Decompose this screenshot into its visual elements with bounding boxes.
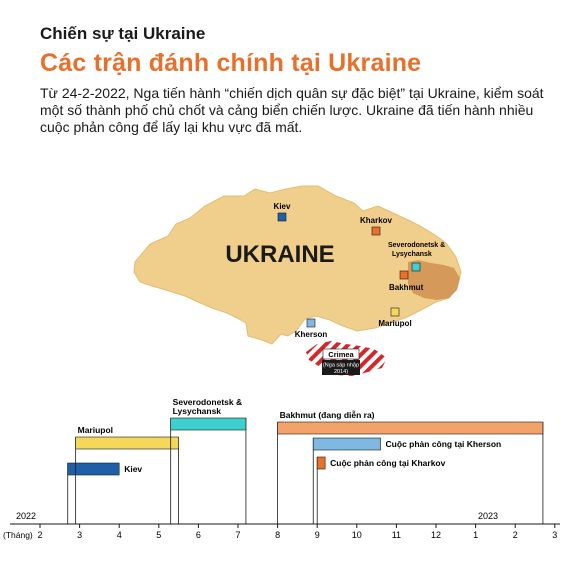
year-start-label: 2022 xyxy=(16,511,36,521)
crimea-note-line2: 2014) xyxy=(334,369,348,375)
severodonetsk-label: Severodonetsk & xyxy=(388,242,445,249)
mariupol-label: Mariupol xyxy=(378,319,411,328)
event-label: Lysychansk xyxy=(173,406,222,416)
event-label: Bakhmut (đang diễn ra) xyxy=(280,410,375,420)
year-end-label: 2023 xyxy=(478,511,498,521)
kicker-title: Chiến sự tại Ukraine xyxy=(40,24,206,43)
axis-tick-label: 8 xyxy=(275,530,280,540)
mariupol-marker xyxy=(390,307,400,317)
axis-tick-label: 6 xyxy=(196,530,201,540)
crimea-label: Crimea xyxy=(328,350,354,359)
axis-tick-label: 7 xyxy=(235,530,240,540)
event-label: Mariupol xyxy=(78,425,113,435)
kharkov-marker xyxy=(371,226,381,236)
axis-tick-label: 1 xyxy=(473,530,478,540)
axis-tick-label: 12 xyxy=(431,530,441,540)
event-bar xyxy=(277,421,544,435)
axis-tick-label: 9 xyxy=(315,530,320,540)
crimea-callout: Crimea (Nga sáp nhập 2014) xyxy=(322,348,360,375)
kharkov-label: Kharkov xyxy=(360,216,393,225)
country-label: UKRAINE xyxy=(225,241,334,268)
axis-tick-label: 11 xyxy=(392,530,401,540)
ukraine-landmass xyxy=(133,185,462,345)
event-label: Cuộc phản công tại Kherson xyxy=(386,439,502,449)
event-label: Kiev xyxy=(124,464,142,474)
axis-unit-label: (Tháng) xyxy=(3,530,33,540)
axis-tick-label: 5 xyxy=(156,530,161,540)
axis-tick-label: 3 xyxy=(552,530,557,540)
event-label: Cuộc phản công tại Kharkov xyxy=(330,458,446,468)
event-bar xyxy=(67,462,120,476)
kherson-label: Kherson xyxy=(295,330,328,339)
event-bar xyxy=(170,417,247,431)
description: Từ 24-2-2022, Nga tiến hành “chiến dịch … xyxy=(40,85,544,135)
event-bar xyxy=(316,456,326,470)
occupied-east-region xyxy=(408,260,460,300)
axis-tick-label: 2 xyxy=(513,530,518,540)
kiev-label: Kiev xyxy=(274,202,291,211)
axis-tick-label: 4 xyxy=(117,530,122,540)
event-bar xyxy=(75,436,179,450)
kiev-marker xyxy=(277,212,287,222)
bakhmut-marker xyxy=(399,270,409,280)
crimea-note-line1: (Nga sáp nhập xyxy=(323,363,359,369)
axis-tick-label: 2 xyxy=(37,530,42,540)
event-label: Severodonetsk & xyxy=(173,397,242,407)
axis-ticks: 2 3 4 5 6 7 8 9 10 11 12 1 2 3 xyxy=(37,524,557,540)
kherson-marker xyxy=(306,318,316,328)
main-title: Các trận đánh chính tại Ukraine xyxy=(40,49,422,77)
bakhmut-label: Bakhmut xyxy=(389,283,424,292)
axis-tick-label: 3 xyxy=(77,530,82,540)
severodonetsk-marker xyxy=(411,262,421,272)
axis-tick-label: 10 xyxy=(352,530,362,540)
lysychansk-label: Lysychansk xyxy=(392,251,432,258)
event-bars: Kiev Mariupol Severodonetsk &Lysychansk Bak… xyxy=(67,397,544,524)
event-bar xyxy=(312,437,381,451)
